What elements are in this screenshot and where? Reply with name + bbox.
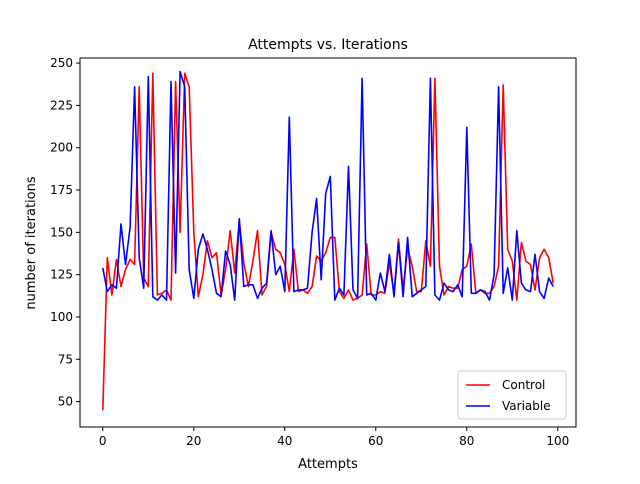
y-tick-label: 225 — [50, 98, 73, 112]
plot-frame — [79, 57, 577, 428]
series-line-variable — [102, 70, 554, 301]
plot-lines — [102, 70, 554, 411]
legend: Control Variable — [457, 370, 567, 420]
x-tick-label: 40 — [277, 434, 292, 448]
x-tick-label: 80 — [459, 434, 474, 448]
y-tick-label: 125 — [50, 268, 73, 282]
y-tick-label: 250 — [50, 56, 73, 70]
y-tick-label: 100 — [50, 310, 73, 324]
chart-title: Attempts vs. Iterations — [248, 37, 408, 53]
x-tick-label: 60 — [368, 434, 383, 448]
legend-box — [457, 370, 567, 420]
x-axis-ticks: 0 20 40 60 80 100 — [99, 427, 569, 448]
y-axis-ticks: 50 75 100 125 150 175 200 225 250 — [50, 56, 80, 409]
y-tick-label: 50 — [58, 395, 73, 409]
x-tick-label: 20 — [186, 434, 201, 448]
y-tick-label: 150 — [50, 225, 73, 239]
x-axis-label: Attempts — [298, 457, 358, 472]
legend-label-variable: Variable — [502, 399, 551, 413]
y-tick-label: 175 — [50, 183, 73, 197]
x-tick-label: 0 — [99, 434, 107, 448]
y-axis-label: number of iterations — [24, 176, 39, 309]
y-tick-label: 75 — [58, 352, 73, 366]
legend-label-control: Control — [502, 378, 545, 392]
y-tick-label: 200 — [50, 141, 73, 155]
x-tick-label: 100 — [546, 434, 569, 448]
